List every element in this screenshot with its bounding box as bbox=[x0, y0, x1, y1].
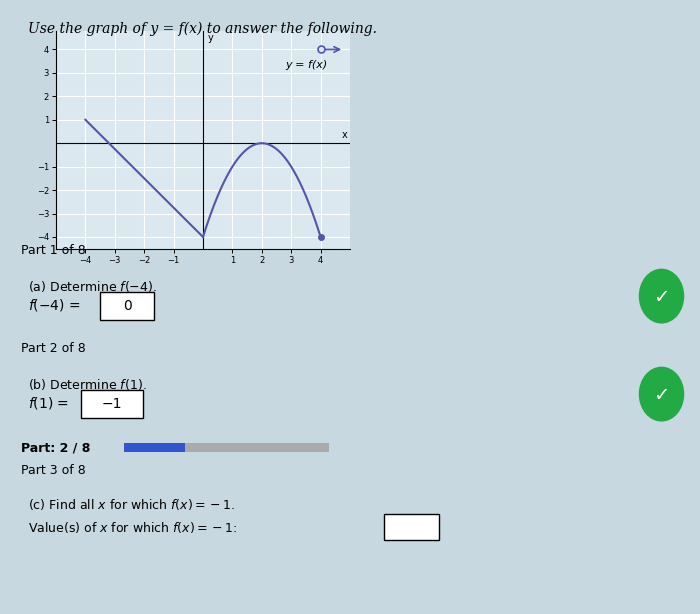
Text: Part 3 of 8: Part 3 of 8 bbox=[21, 465, 85, 478]
Text: $f(-4)$ =: $f(-4)$ = bbox=[27, 297, 82, 313]
Text: Part 1 of 8: Part 1 of 8 bbox=[21, 244, 85, 257]
FancyBboxPatch shape bbox=[99, 292, 155, 320]
Text: −1: −1 bbox=[102, 397, 122, 411]
Text: y = f(x): y = f(x) bbox=[286, 60, 328, 70]
Text: Use the graph of y = f(x) to answer the following.: Use the graph of y = f(x) to answer the … bbox=[28, 21, 377, 36]
Text: (a) Determine $f(-4)$.: (a) Determine $f(-4)$. bbox=[27, 279, 157, 295]
Text: y: y bbox=[207, 33, 214, 43]
Text: $f(1)$ =: $f(1)$ = bbox=[27, 395, 70, 411]
FancyBboxPatch shape bbox=[124, 443, 186, 453]
FancyBboxPatch shape bbox=[81, 390, 143, 418]
Text: ✓: ✓ bbox=[653, 386, 670, 405]
Text: Value(s) of $x$ for which $f(x) = -1$:: Value(s) of $x$ for which $f(x) = -1$: bbox=[27, 520, 239, 535]
Text: Part: 2 / 8: Part: 2 / 8 bbox=[21, 441, 90, 454]
Text: x: x bbox=[342, 130, 347, 140]
Circle shape bbox=[640, 367, 683, 421]
Text: (c) Find all $x$ for which $f(x) = -1$.: (c) Find all $x$ for which $f(x) = -1$. bbox=[27, 497, 235, 513]
Text: 0: 0 bbox=[122, 299, 132, 313]
FancyBboxPatch shape bbox=[124, 443, 330, 453]
Text: Part 2 of 8: Part 2 of 8 bbox=[21, 343, 85, 356]
Text: (b) Determine $f(1)$.: (b) Determine $f(1)$. bbox=[27, 378, 146, 392]
Circle shape bbox=[640, 270, 683, 323]
Text: ✓: ✓ bbox=[653, 288, 670, 307]
FancyBboxPatch shape bbox=[384, 514, 439, 540]
